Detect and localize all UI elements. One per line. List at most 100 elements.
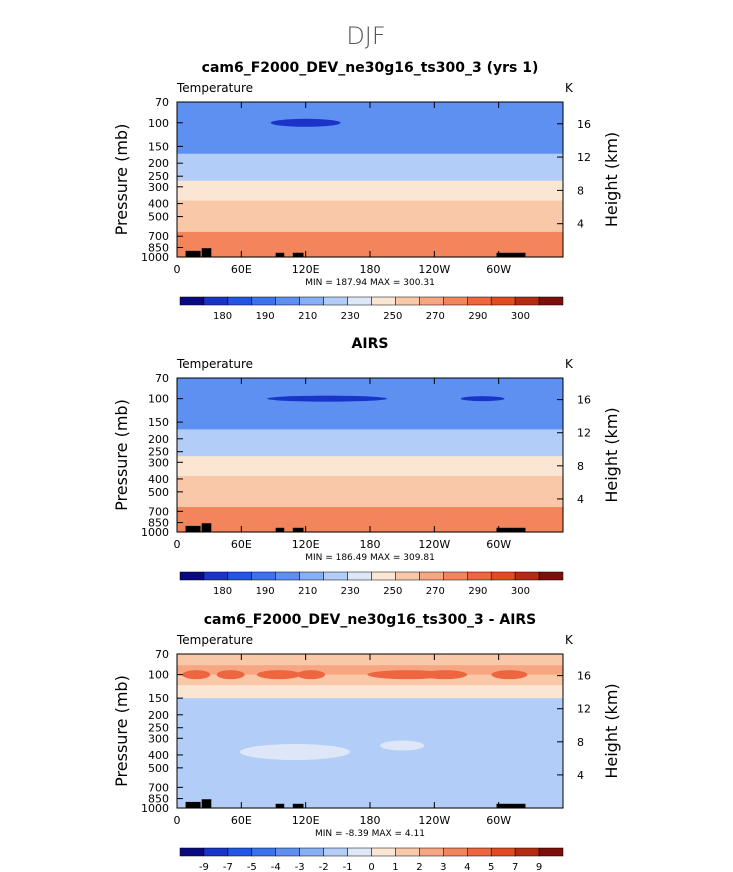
contour-band (177, 138, 563, 155)
terrain-block (275, 527, 285, 532)
colorbar: 180 190 210 230 250 270 290 300 (179, 296, 564, 322)
warm-anomaly (423, 670, 468, 680)
colorbar-swatch (299, 296, 324, 306)
colorbar-label: 270 (426, 586, 445, 597)
contour-band (177, 698, 563, 716)
contour-band (177, 210, 563, 223)
contour-band (177, 190, 563, 202)
x-tick-label: 180 (360, 263, 381, 276)
y-tick-label: 850 (148, 242, 169, 255)
y-tick-label: 250 (148, 722, 169, 735)
x-tick-label: 60W (486, 814, 511, 827)
colorbar-swatch (347, 296, 372, 306)
contour-band (177, 231, 563, 241)
colorbar: 180 190 210 230 250 270 290 300 (179, 571, 564, 597)
colorbar-label: 1 (392, 862, 398, 872)
colorbar-swatch (323, 847, 348, 857)
y-tick-label: 70 (155, 372, 169, 385)
terrain-block (496, 527, 526, 532)
chart-title: cam6_F2000_DEV_ne30g16_ts300_3 (yrs 1) (202, 60, 539, 76)
x-tick-label: 120E (292, 538, 320, 551)
y-tick-label: 70 (155, 648, 169, 661)
colorbar-swatch (395, 571, 420, 581)
x-tick-label: 180 (360, 538, 381, 551)
y-tick-label: 700 (148, 505, 169, 518)
y-tick-label: 150 (148, 692, 169, 705)
colorbar-swatch (443, 571, 468, 581)
x-tick-label: 0 (174, 263, 181, 276)
contour-band (177, 102, 563, 124)
colorbar-swatch (419, 571, 444, 581)
colorbar-swatch (323, 571, 348, 581)
colorbar-swatch (514, 296, 540, 306)
contour-band (177, 727, 563, 739)
height-tick-label: 4 (577, 769, 584, 782)
contour-band (177, 180, 563, 192)
colorbar-swatch (275, 571, 300, 581)
contour-band (177, 413, 563, 430)
y-tick-label: 250 (148, 170, 169, 183)
colorbar-swatch (251, 296, 276, 306)
colorbar-swatch (538, 847, 564, 857)
terrain-block (201, 799, 212, 808)
y-tick-label: 700 (148, 781, 169, 794)
contour-band (177, 485, 563, 498)
y-tick-label: 150 (148, 416, 169, 429)
variable-label: Temperature (176, 81, 253, 95)
colorbar-swatch (490, 571, 516, 581)
y-tick-label: 700 (148, 230, 169, 243)
colorbar-swatch (275, 847, 300, 857)
colorbar-label: 300 (511, 586, 530, 597)
colorbar-swatch (299, 571, 324, 581)
colorbar-swatch (203, 296, 229, 306)
colorbar-swatch (419, 296, 444, 306)
colorbar-swatch (443, 847, 468, 857)
y-tick-label: 200 (148, 157, 169, 170)
colorbar-label: 250 (383, 586, 402, 597)
cold-core (267, 395, 388, 402)
y-tick-label: 150 (148, 140, 169, 153)
y2-axis-title: Height (km) (602, 132, 621, 227)
colorbar-label: 210 (298, 311, 317, 322)
y-tick-label: 70 (155, 96, 169, 109)
colorbar-swatch (490, 847, 516, 857)
contour-band (177, 378, 563, 400)
cold-core (270, 118, 341, 127)
warm-anomaly (297, 670, 326, 680)
colorbar-swatch (179, 296, 205, 306)
colorbar-swatch (467, 847, 492, 857)
y-tick-label: 100 (148, 669, 169, 682)
y-tick-label: 300 (148, 732, 169, 745)
variable-label: Temperature (176, 357, 253, 371)
y-tick-label: 200 (148, 709, 169, 722)
terrain-block (201, 248, 212, 257)
colorbar-swatch (514, 847, 540, 857)
chart-panel-1: cam6_F2000_DEV_ne30g16_ts300_3 (yrs 1) Te… (112, 60, 621, 322)
colorbar-label: 2 (416, 862, 422, 872)
contour-band (177, 444, 563, 457)
colorbar-swatch (490, 296, 516, 306)
colorbar-label: -9 (199, 862, 209, 872)
topography (185, 523, 526, 532)
height-tick-label: 16 (577, 670, 591, 683)
x-tick-label: 180 (360, 814, 381, 827)
contour-band (177, 665, 563, 676)
units-label: K (565, 357, 574, 371)
contour-band (177, 787, 563, 800)
contour-band (177, 456, 563, 467)
contour-band (177, 168, 563, 182)
chart-title: AIRS (352, 336, 389, 352)
colorbar-label: 210 (298, 586, 317, 597)
colorbar-swatch (467, 571, 492, 581)
height-tick-label: 4 (577, 493, 584, 506)
colorbar-swatch (227, 847, 253, 857)
contour-band (177, 398, 563, 415)
contour-band (177, 738, 563, 756)
height-tick-label: 12 (577, 427, 591, 440)
x-tick-label: 120E (292, 814, 320, 827)
y-tick-label: 1000 (141, 251, 169, 264)
colorbar-label: 0 (368, 862, 374, 872)
y-tick-label: 100 (148, 117, 169, 130)
topography (185, 248, 526, 257)
neutral-anomaly (239, 743, 350, 760)
